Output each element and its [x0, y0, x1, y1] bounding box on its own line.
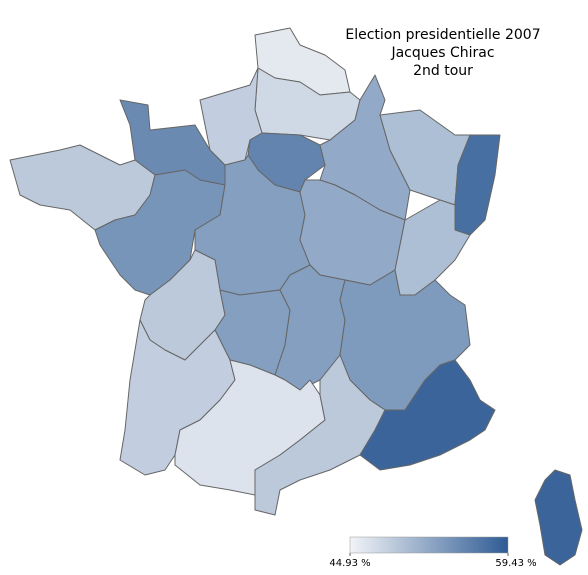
region	[319, 74, 411, 221]
region	[394, 199, 471, 296]
colorbar	[349, 536, 509, 554]
colorbar-label: 59.43 %	[495, 558, 536, 569]
region	[359, 359, 496, 471]
regions	[9, 27, 583, 566]
title-line: 2nd tour	[413, 63, 473, 79]
title-line: Election presidentielle 2007	[345, 27, 540, 43]
title-line: Jacques Chirac	[390, 45, 494, 61]
region	[534, 469, 583, 566]
region	[254, 354, 386, 516]
colorbar-label: 44.93 %	[329, 558, 370, 569]
